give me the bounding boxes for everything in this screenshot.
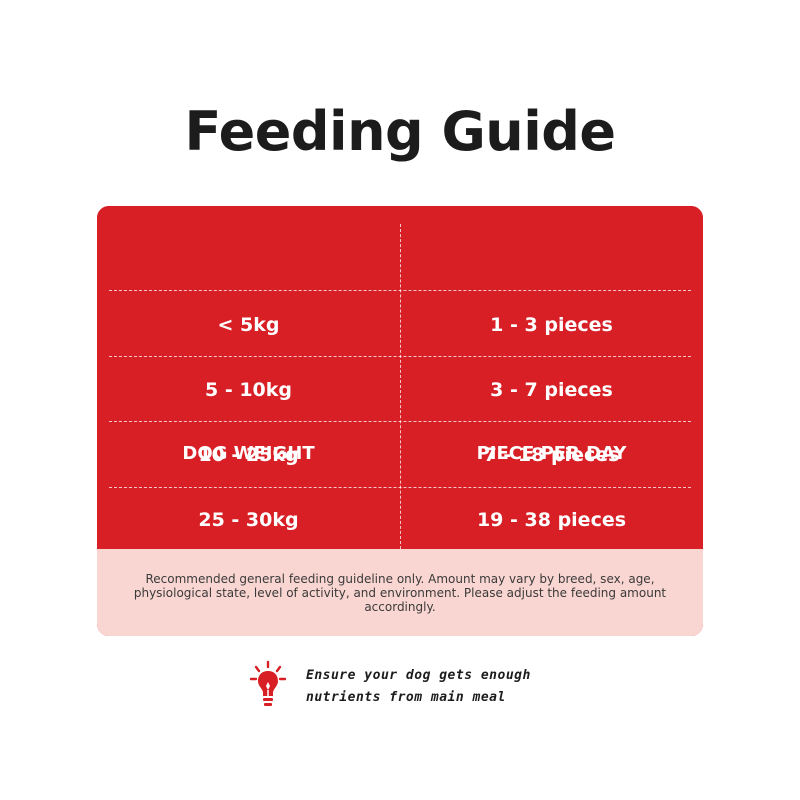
table-cell-weight: 10 - 25kg — [198, 444, 299, 466]
lightbulb-icon — [250, 660, 286, 706]
page-title: Feeding Guide — [184, 100, 616, 163]
tip-line-2: nutrients from main meal — [306, 690, 506, 705]
tip-text: Ensure your dog gets enough nutrients fr… — [306, 665, 576, 709]
feeding-note-panel: Recommended general feeding guideline on… — [97, 549, 703, 636]
feeding-table: DOG WEIGHT PIECE PER DAY < 5kg 1 - 3 pie… — [97, 206, 703, 549]
table-cell-weight: < 5kg — [217, 314, 280, 336]
tip-line-1: Ensure your dog gets enough — [306, 668, 531, 683]
header-dog-weight: DOG WEIGHT — [182, 443, 315, 464]
header-piece-per-day: PIECE PER DAY — [476, 443, 627, 464]
table-cell-pieces: 3 - 7 pieces — [490, 379, 613, 401]
table-cell-weight: 25 - 30kg — [198, 509, 299, 531]
feeding-table-card: DOG WEIGHT PIECE PER DAY < 5kg 1 - 3 pie… — [97, 206, 703, 636]
row-divider — [109, 487, 691, 488]
column-divider — [400, 224, 401, 549]
tip-callout: Ensure your dog gets enough nutrients fr… — [250, 660, 570, 720]
table-cell-weight: 5 - 10kg — [204, 379, 292, 401]
row-divider — [109, 421, 691, 422]
row-divider — [109, 356, 691, 357]
table-cell-pieces: 19 - 38 pieces — [476, 509, 627, 531]
table-cell-pieces: 7 - 18 pieces — [483, 444, 620, 466]
feeding-note: Recommended general feeding guideline on… — [133, 572, 667, 614]
row-divider — [109, 290, 691, 291]
table-cell-pieces: 1 - 3 pieces — [490, 314, 613, 336]
